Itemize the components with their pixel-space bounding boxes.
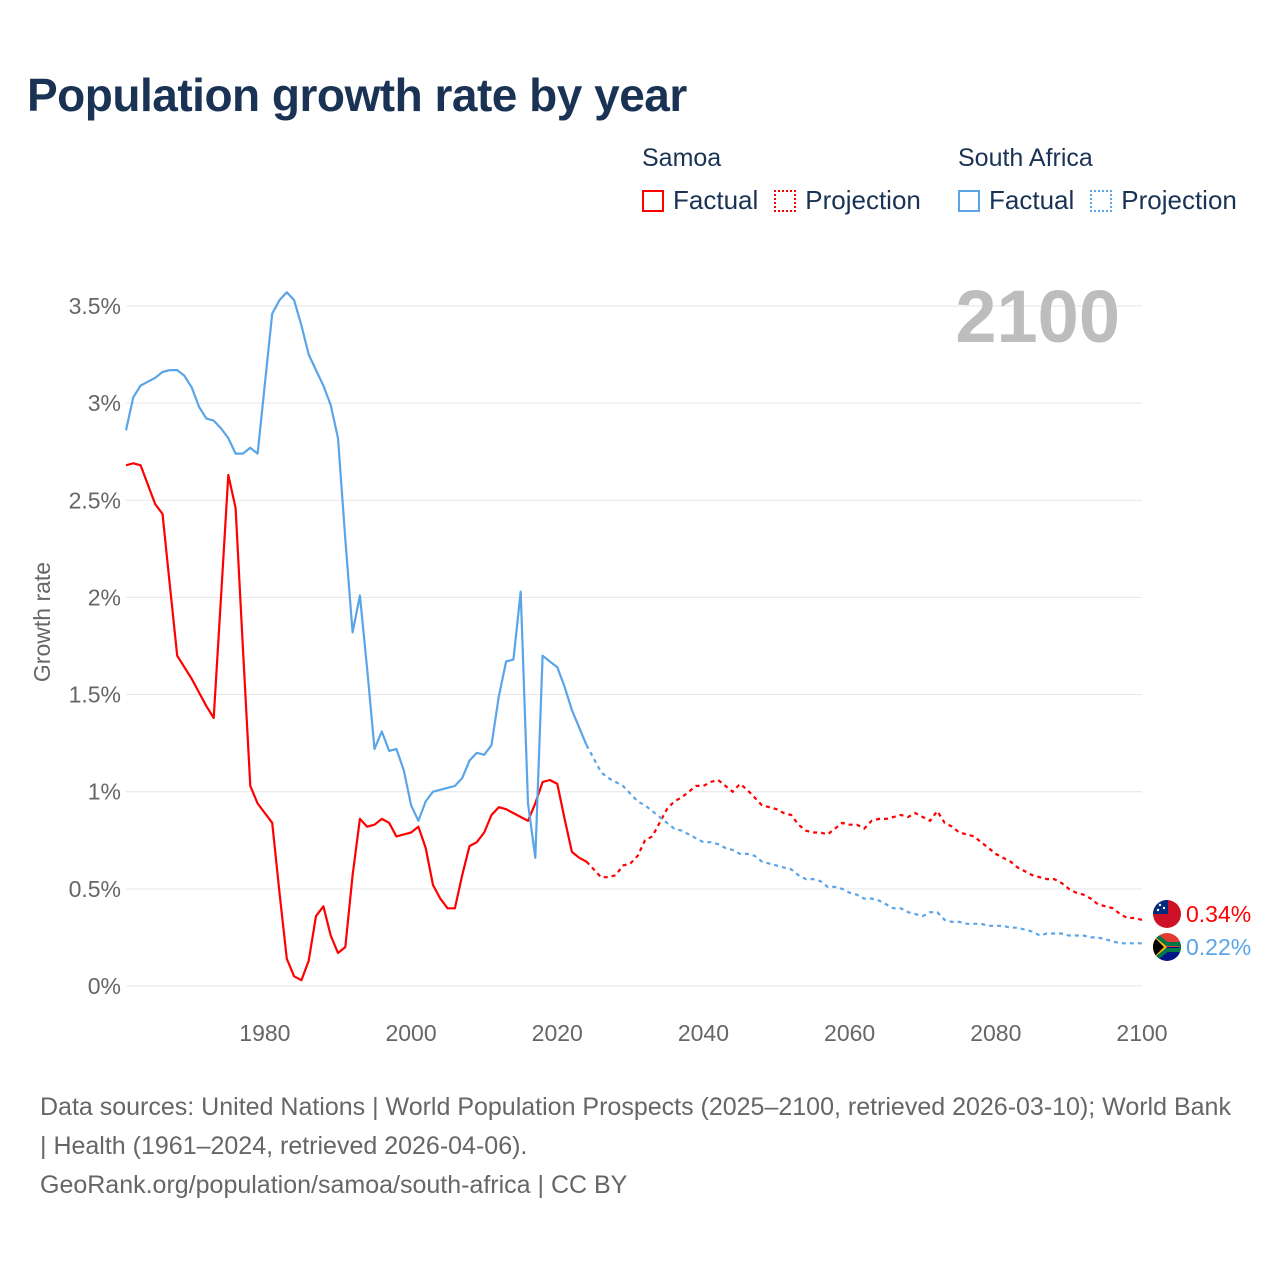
x-tick-label: 2060 [824, 1020, 875, 1046]
legend-swatch-solid [958, 189, 980, 212]
x-tick-label: 1980 [239, 1020, 290, 1046]
legend-swatch-dotted [774, 189, 797, 212]
y-tick-label: 2.5% [69, 487, 121, 513]
samoa-end-label: 0.34% [1186, 901, 1251, 927]
y-axis-label: Growth rate [29, 562, 55, 682]
legend-group-name: Samoa [642, 144, 722, 172]
legend-swatch-solid [642, 189, 664, 212]
y-tick-label: 3.5% [69, 293, 121, 319]
south-africa-end-label: 0.22% [1186, 934, 1251, 960]
y-tick-label: 1% [88, 779, 121, 805]
y-tick-label: 0% [88, 973, 121, 999]
legend-group-name: South Africa [958, 144, 1093, 172]
footer: Data sources: United Nations | World Pop… [40, 1088, 1240, 1205]
samoa-projection-line [585, 778, 1143, 921]
credit-link[interactable]: GeoRank.org/population/samoa/south-afric… [40, 1171, 628, 1199]
south-africa-flag-icon [1153, 933, 1181, 961]
legend-label: Factual [989, 185, 1075, 215]
y-tick-label: 1.5% [69, 682, 121, 708]
chart-title: Population growth rate by year [27, 69, 687, 121]
x-tick-label: 2040 [678, 1020, 729, 1046]
legend-label: Projection [1121, 185, 1237, 215]
samoa-flag-icon [1153, 900, 1181, 928]
y-tick-label: 3% [88, 390, 121, 416]
y-tick-label: 0.5% [69, 876, 121, 902]
legend-label: Factual [673, 185, 759, 215]
legend-item-south-africa-projection[interactable]: Projection [1090, 185, 1237, 216]
samoa-factual-line [125, 462, 588, 982]
x-tick-label: 2100 [1116, 1020, 1167, 1046]
legend-group-samoa: Samoa Factual Projection [642, 144, 937, 216]
legend-item-samoa-projection[interactable]: Projection [774, 185, 921, 216]
legend-item-samoa-factual[interactable]: Factual [642, 185, 758, 216]
y-tick-label: 2% [88, 584, 121, 610]
south-africa-projection-line [585, 744, 1142, 945]
south-africa-factual-line [124, 291, 588, 859]
legend-swatch-dotted [1090, 189, 1113, 212]
legend-label: Projection [805, 185, 921, 215]
x-tick-label: 2000 [385, 1020, 436, 1046]
line-chart: 0% 0.5% 1% 1.5% 2% 2.5% 3% 3.5% 1980 2000 2020 2040… [29, 275, 1251, 1046]
legend-group-south-africa: South Africa Factual Projection [958, 144, 1253, 216]
year-label: 2100 [955, 275, 1120, 358]
x-tick-label: 2080 [970, 1020, 1021, 1046]
legend-item-south-africa-factual[interactable]: Factual [958, 185, 1074, 216]
x-tick-label: 2020 [532, 1020, 583, 1046]
data-sources: Data sources: United Nations | World Pop… [40, 1093, 1231, 1160]
